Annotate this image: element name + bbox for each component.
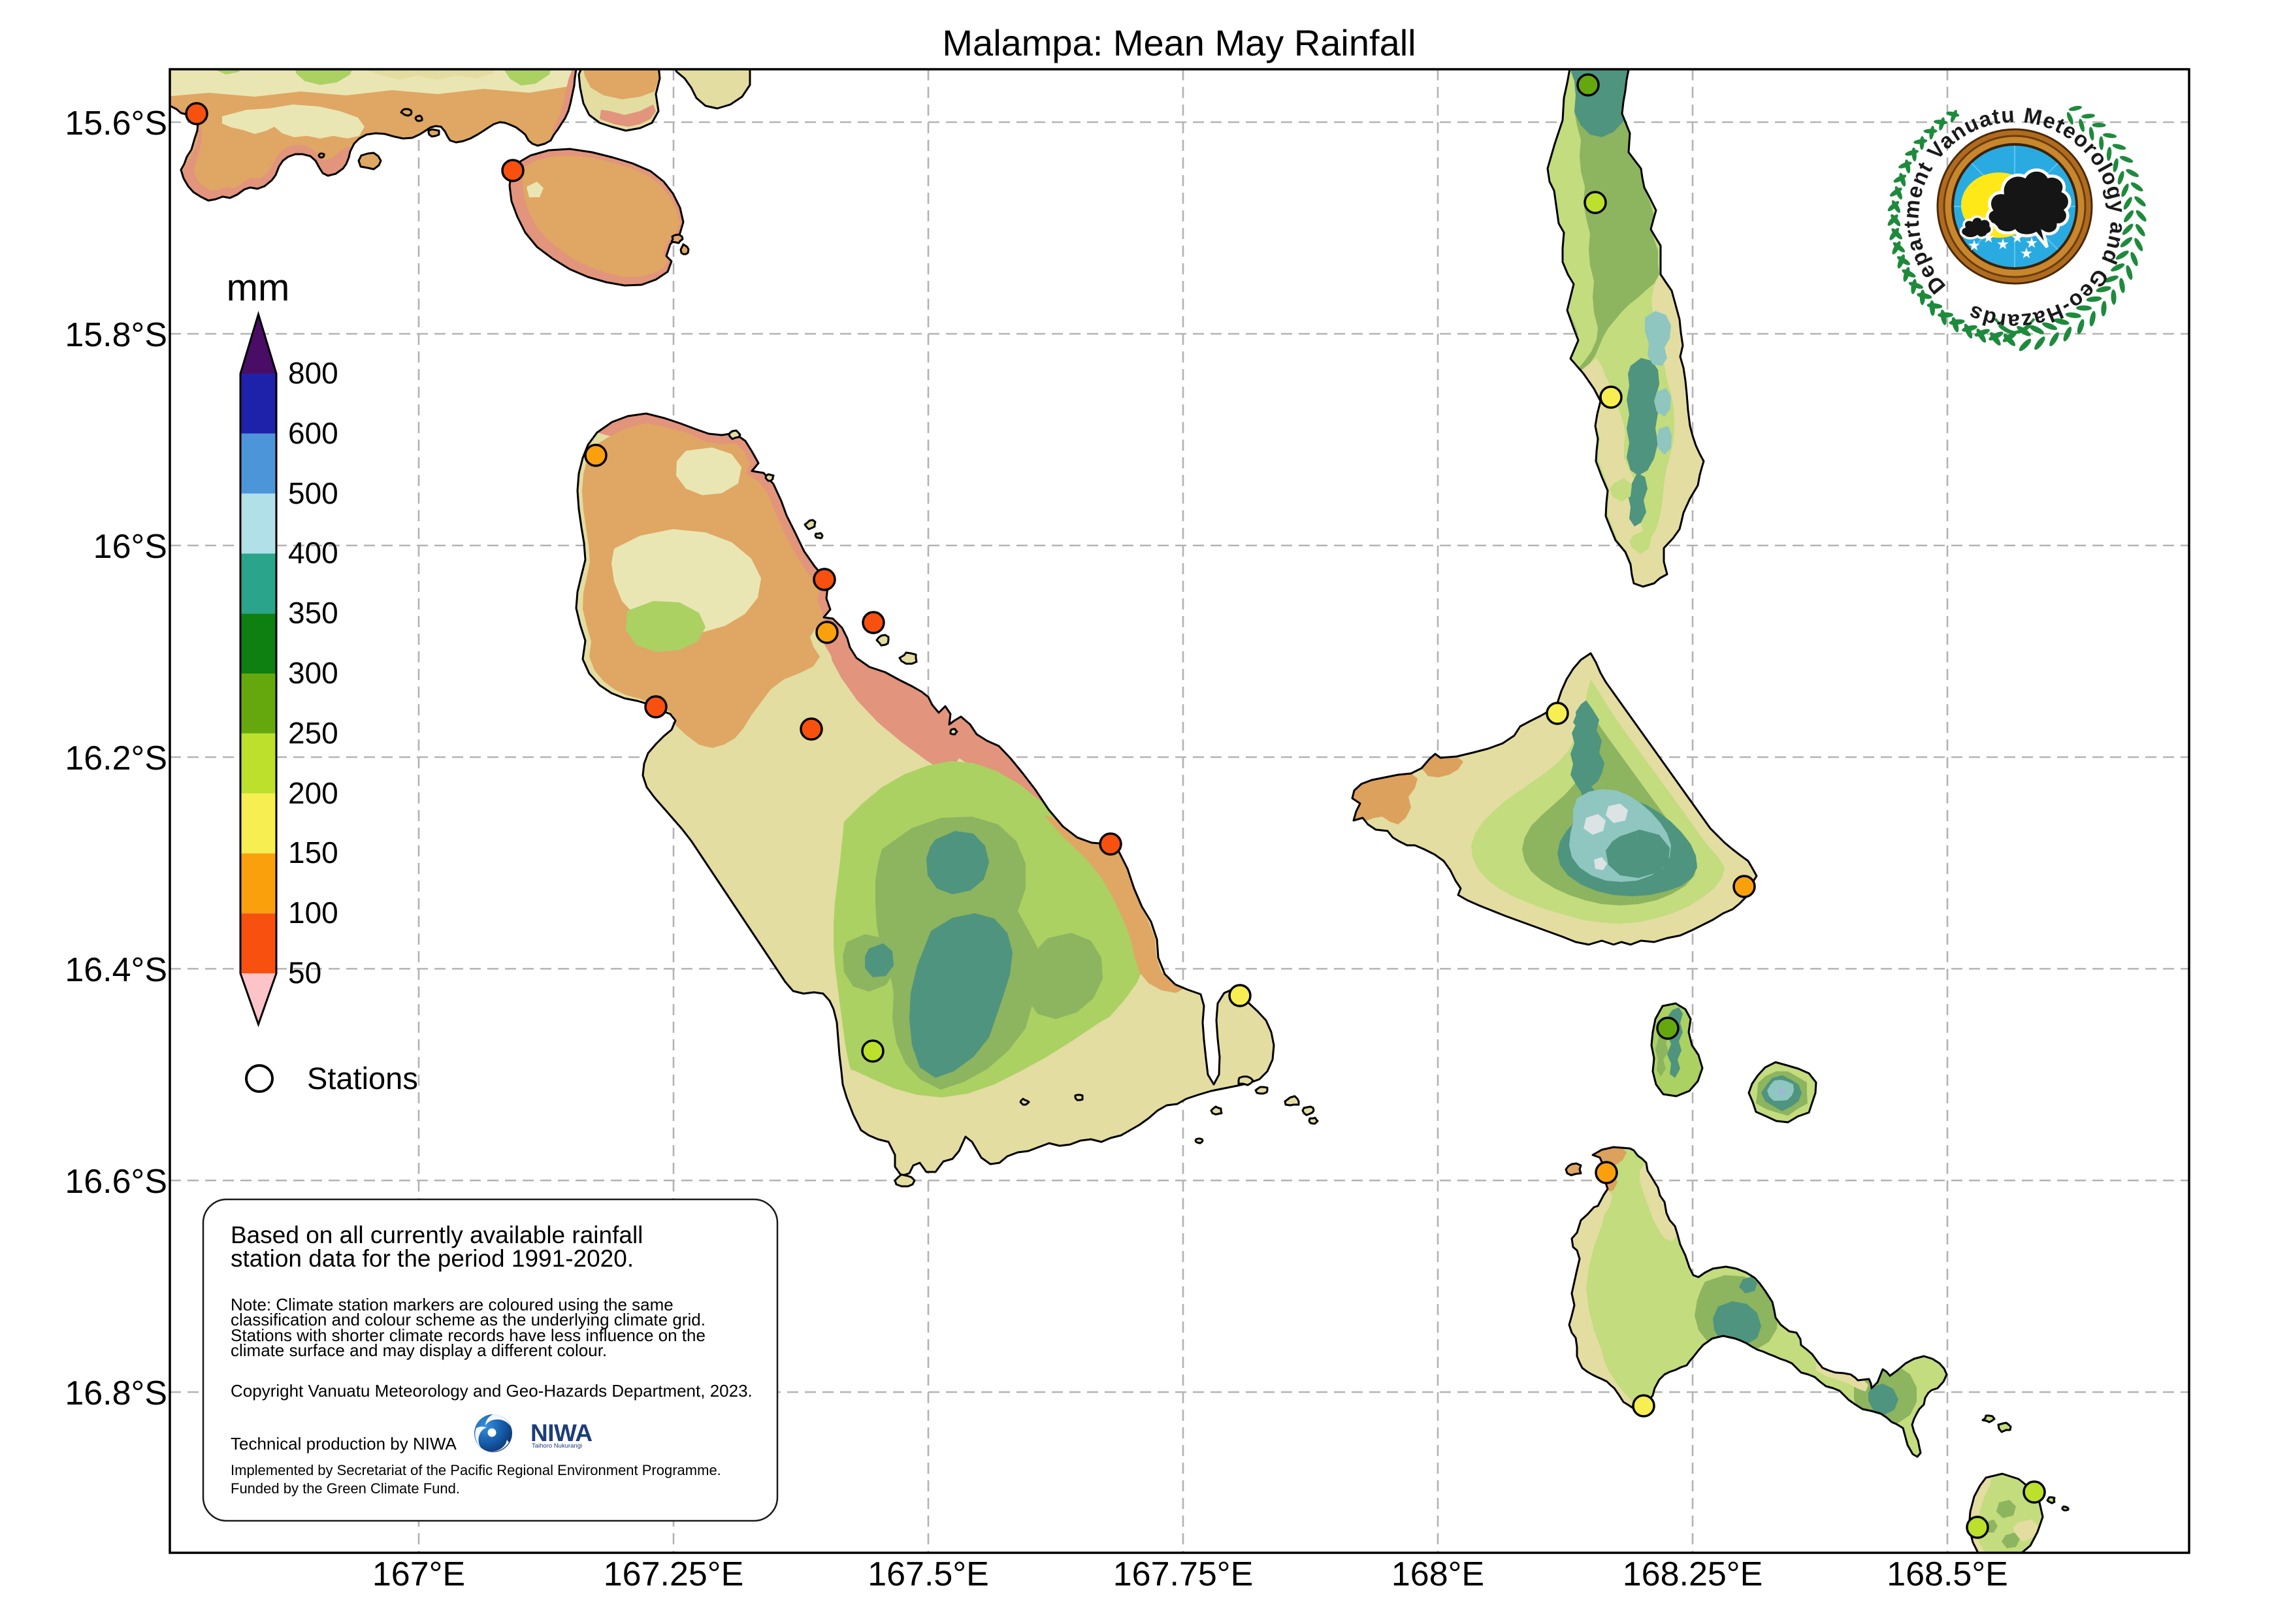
svg-text:167°E: 167°E <box>372 1555 465 1593</box>
svg-text:100: 100 <box>288 896 338 930</box>
svg-text:Malampa: Mean May Rainfall: Malampa: Mean May Rainfall <box>942 22 1416 63</box>
svg-text:600: 600 <box>288 416 338 450</box>
svg-text:168°E: 168°E <box>1391 1555 1484 1593</box>
svg-text:167.5°E: 167.5°E <box>868 1555 989 1593</box>
svg-text:16.4°S: 16.4°S <box>65 951 167 989</box>
svg-text:167.25°E: 167.25°E <box>604 1555 744 1593</box>
svg-text:Based on all currently availab: Based on all currently available rainfal… <box>231 1222 643 1248</box>
svg-text:16.8°S: 16.8°S <box>65 1374 167 1412</box>
svg-text:500: 500 <box>288 476 338 510</box>
svg-text:300: 300 <box>288 656 338 690</box>
svg-text:167.75°E: 167.75°E <box>1113 1555 1254 1593</box>
svg-text:Taihoro Nukurangi: Taihoro Nukurangi <box>532 1442 582 1450</box>
svg-text:16.6°S: 16.6°S <box>65 1163 167 1201</box>
svg-text:15.6°S: 15.6°S <box>65 105 167 142</box>
svg-text:Copyright Vanuatu Meteorology: Copyright Vanuatu Meteorology and Geo-Ha… <box>231 1381 753 1401</box>
svg-text:168.25°E: 168.25°E <box>1623 1555 1763 1593</box>
svg-text:800: 800 <box>288 356 338 390</box>
svg-text:classification and colour sche: classification and colour scheme as the … <box>231 1310 706 1329</box>
svg-text:Funded by the Green Climate Fu: Funded by the Green Climate Fund. <box>231 1480 460 1497</box>
svg-text:50: 50 <box>288 956 321 990</box>
svg-text:400: 400 <box>288 536 338 570</box>
svg-text:mm: mm <box>227 267 290 309</box>
svg-text:15.8°S: 15.8°S <box>65 316 167 354</box>
svg-text:250: 250 <box>288 716 338 750</box>
svg-text:16.2°S: 16.2°S <box>65 739 167 777</box>
svg-text:climate surface and may displa: climate surface and may display a differ… <box>231 1340 607 1360</box>
svg-text:NIWA: NIWA <box>530 1420 593 1446</box>
svg-text:168.5°E: 168.5°E <box>1887 1555 2008 1593</box>
svg-text:350: 350 <box>288 596 338 630</box>
svg-text:Technical production by NIWA: Technical production by NIWA <box>231 1434 457 1453</box>
svg-text:150: 150 <box>288 836 338 869</box>
svg-text:Stations: Stations <box>307 1061 418 1096</box>
svg-text:16°S: 16°S <box>93 528 167 566</box>
svg-text:Stations with shorter climate: Stations with shorter climate records ha… <box>231 1325 706 1345</box>
svg-text:Implemented by Secretariat of: Implemented by Secretariat of the Pacifi… <box>231 1462 721 1478</box>
svg-text:200: 200 <box>288 776 338 810</box>
svg-text:Note: Climate station markers: Note: Climate station markers are colour… <box>231 1295 674 1314</box>
svg-text:station data for the period 19: station data for the period 1991-2020. <box>231 1245 634 1272</box>
